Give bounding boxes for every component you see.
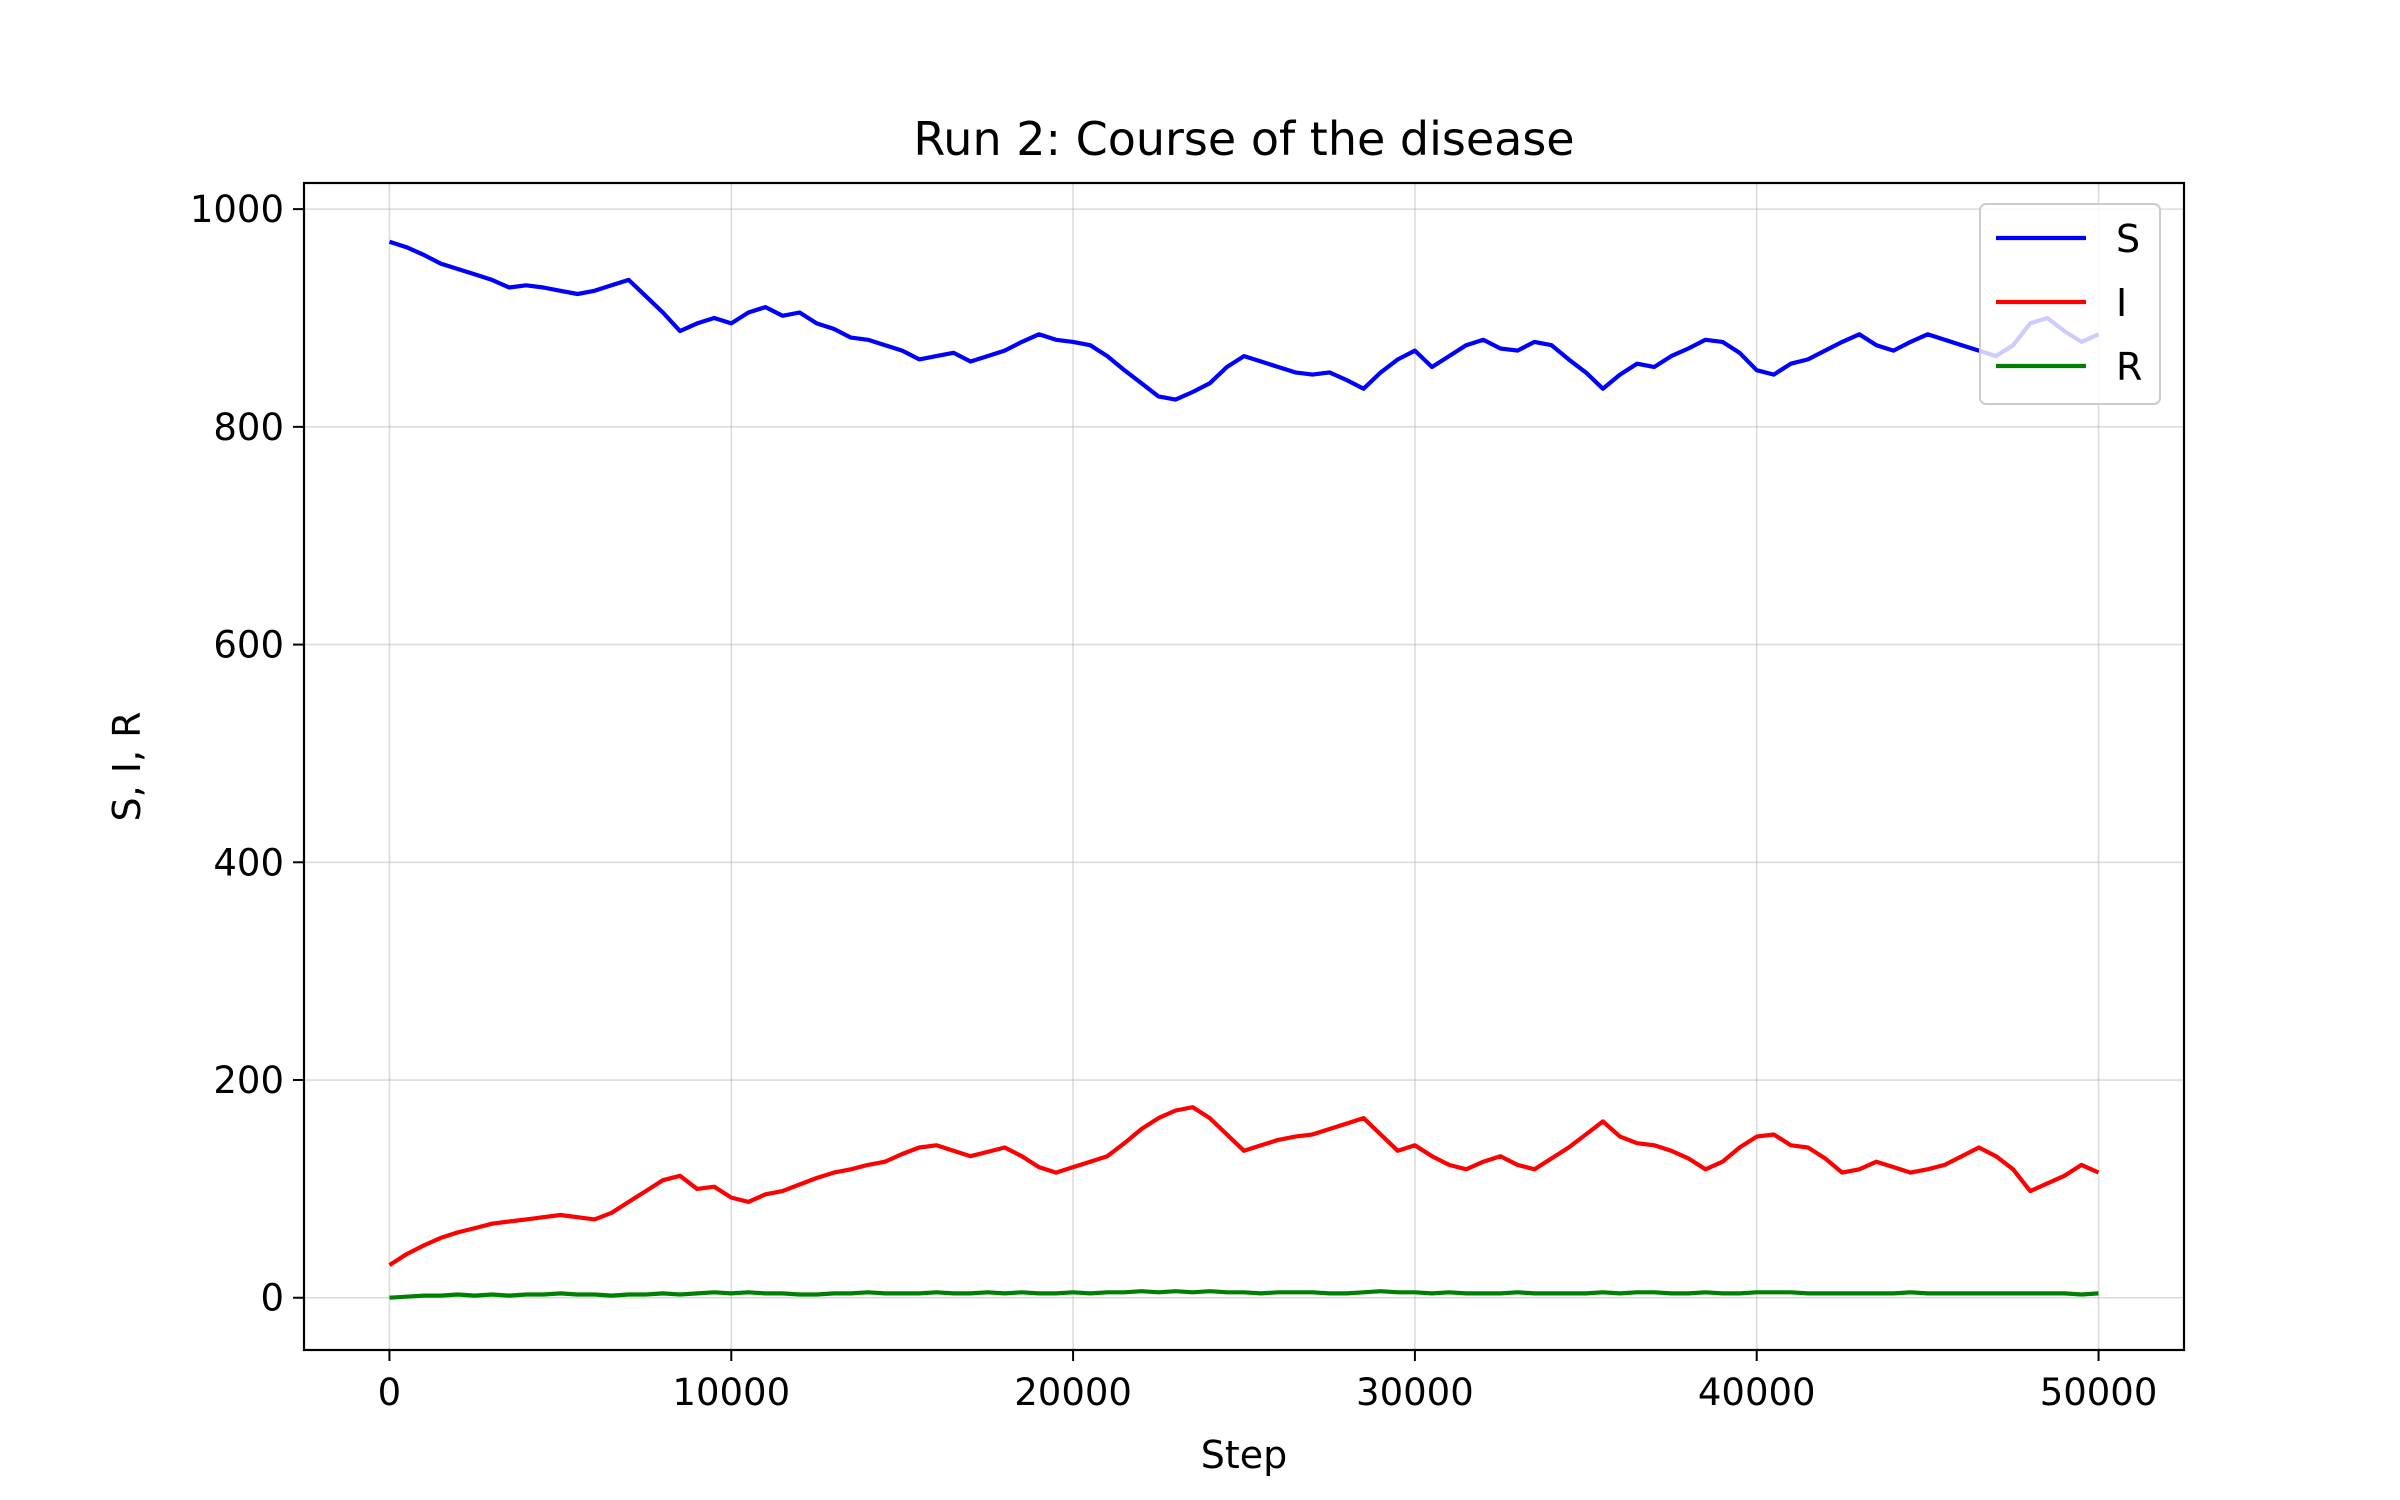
x-axis-label: Step xyxy=(1201,1433,1288,1477)
x-tick-label: 0 xyxy=(378,1371,402,1414)
legend-label-r: R xyxy=(2116,345,2142,389)
series-i-line xyxy=(388,1105,2100,1267)
x-tick-label: 20000 xyxy=(1014,1371,1132,1414)
y-tick-label: 800 xyxy=(213,406,284,449)
y-tick-label: 0 xyxy=(260,1277,284,1320)
plot-frame xyxy=(302,181,2186,1352)
y-tick-label: 200 xyxy=(213,1059,284,1102)
series-lines xyxy=(388,239,2100,1300)
chart-title: Run 2: Course of the disease xyxy=(913,112,1574,166)
series-s-line xyxy=(388,239,2100,402)
y-tick-label: 400 xyxy=(213,841,284,884)
legend-label-i: I xyxy=(2116,281,2127,325)
y-axis-label: S, I, R xyxy=(105,711,149,821)
legend-label-s: S xyxy=(2116,217,2140,261)
legend: SIR xyxy=(1979,203,2161,405)
series-r-line xyxy=(389,1289,2099,1300)
x-tick-label: 50000 xyxy=(2040,1371,2158,1414)
axis-ticks: 0 10000 20000 30000 40000 50000 0 200 400 600 800 1… xyxy=(190,188,2158,1414)
y-tick-label: 600 xyxy=(213,624,284,667)
x-tick-label: 30000 xyxy=(1356,1371,1474,1414)
y-tick-label: 1000 xyxy=(190,188,284,231)
grid xyxy=(304,183,2184,1350)
x-tick-label: 10000 xyxy=(672,1371,790,1414)
x-tick-label: 40000 xyxy=(1698,1371,1816,1414)
